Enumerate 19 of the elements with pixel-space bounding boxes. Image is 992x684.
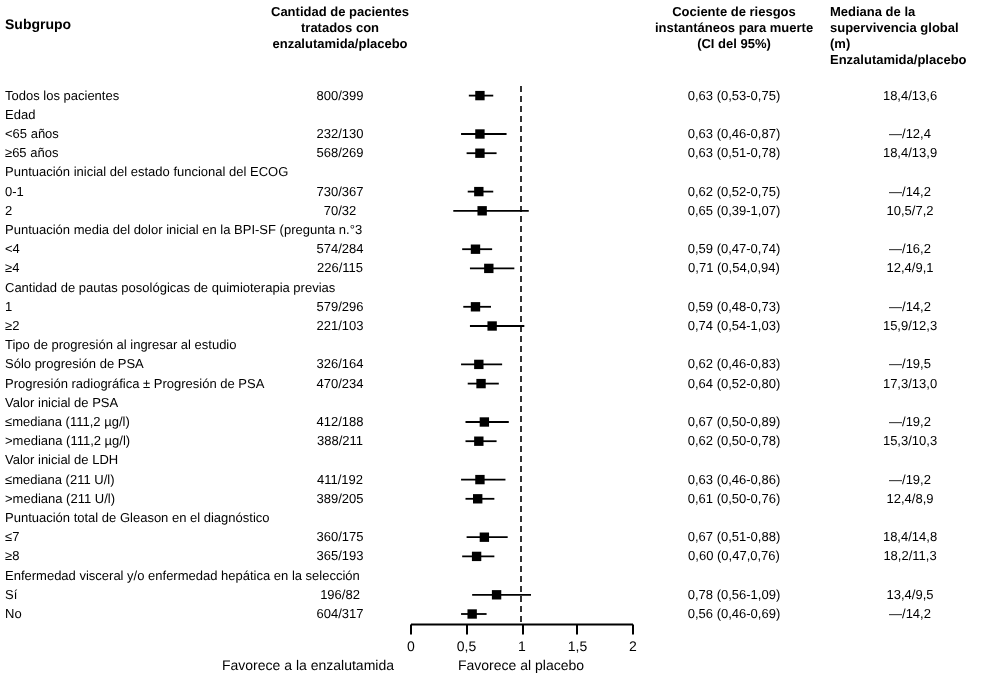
point	[471, 551, 482, 562]
point	[479, 532, 490, 542]
point	[474, 359, 484, 370]
point	[484, 263, 494, 274]
point	[479, 417, 490, 427]
point	[473, 494, 483, 504]
point	[475, 148, 485, 158]
point	[477, 206, 487, 216]
point	[475, 129, 485, 139]
point	[474, 186, 484, 197]
point	[487, 321, 497, 331]
point	[476, 378, 486, 389]
point	[470, 302, 481, 312]
point	[491, 590, 502, 600]
point	[475, 90, 485, 101]
point	[467, 609, 477, 619]
point	[470, 244, 481, 254]
point	[474, 436, 484, 446]
point	[475, 474, 485, 485]
